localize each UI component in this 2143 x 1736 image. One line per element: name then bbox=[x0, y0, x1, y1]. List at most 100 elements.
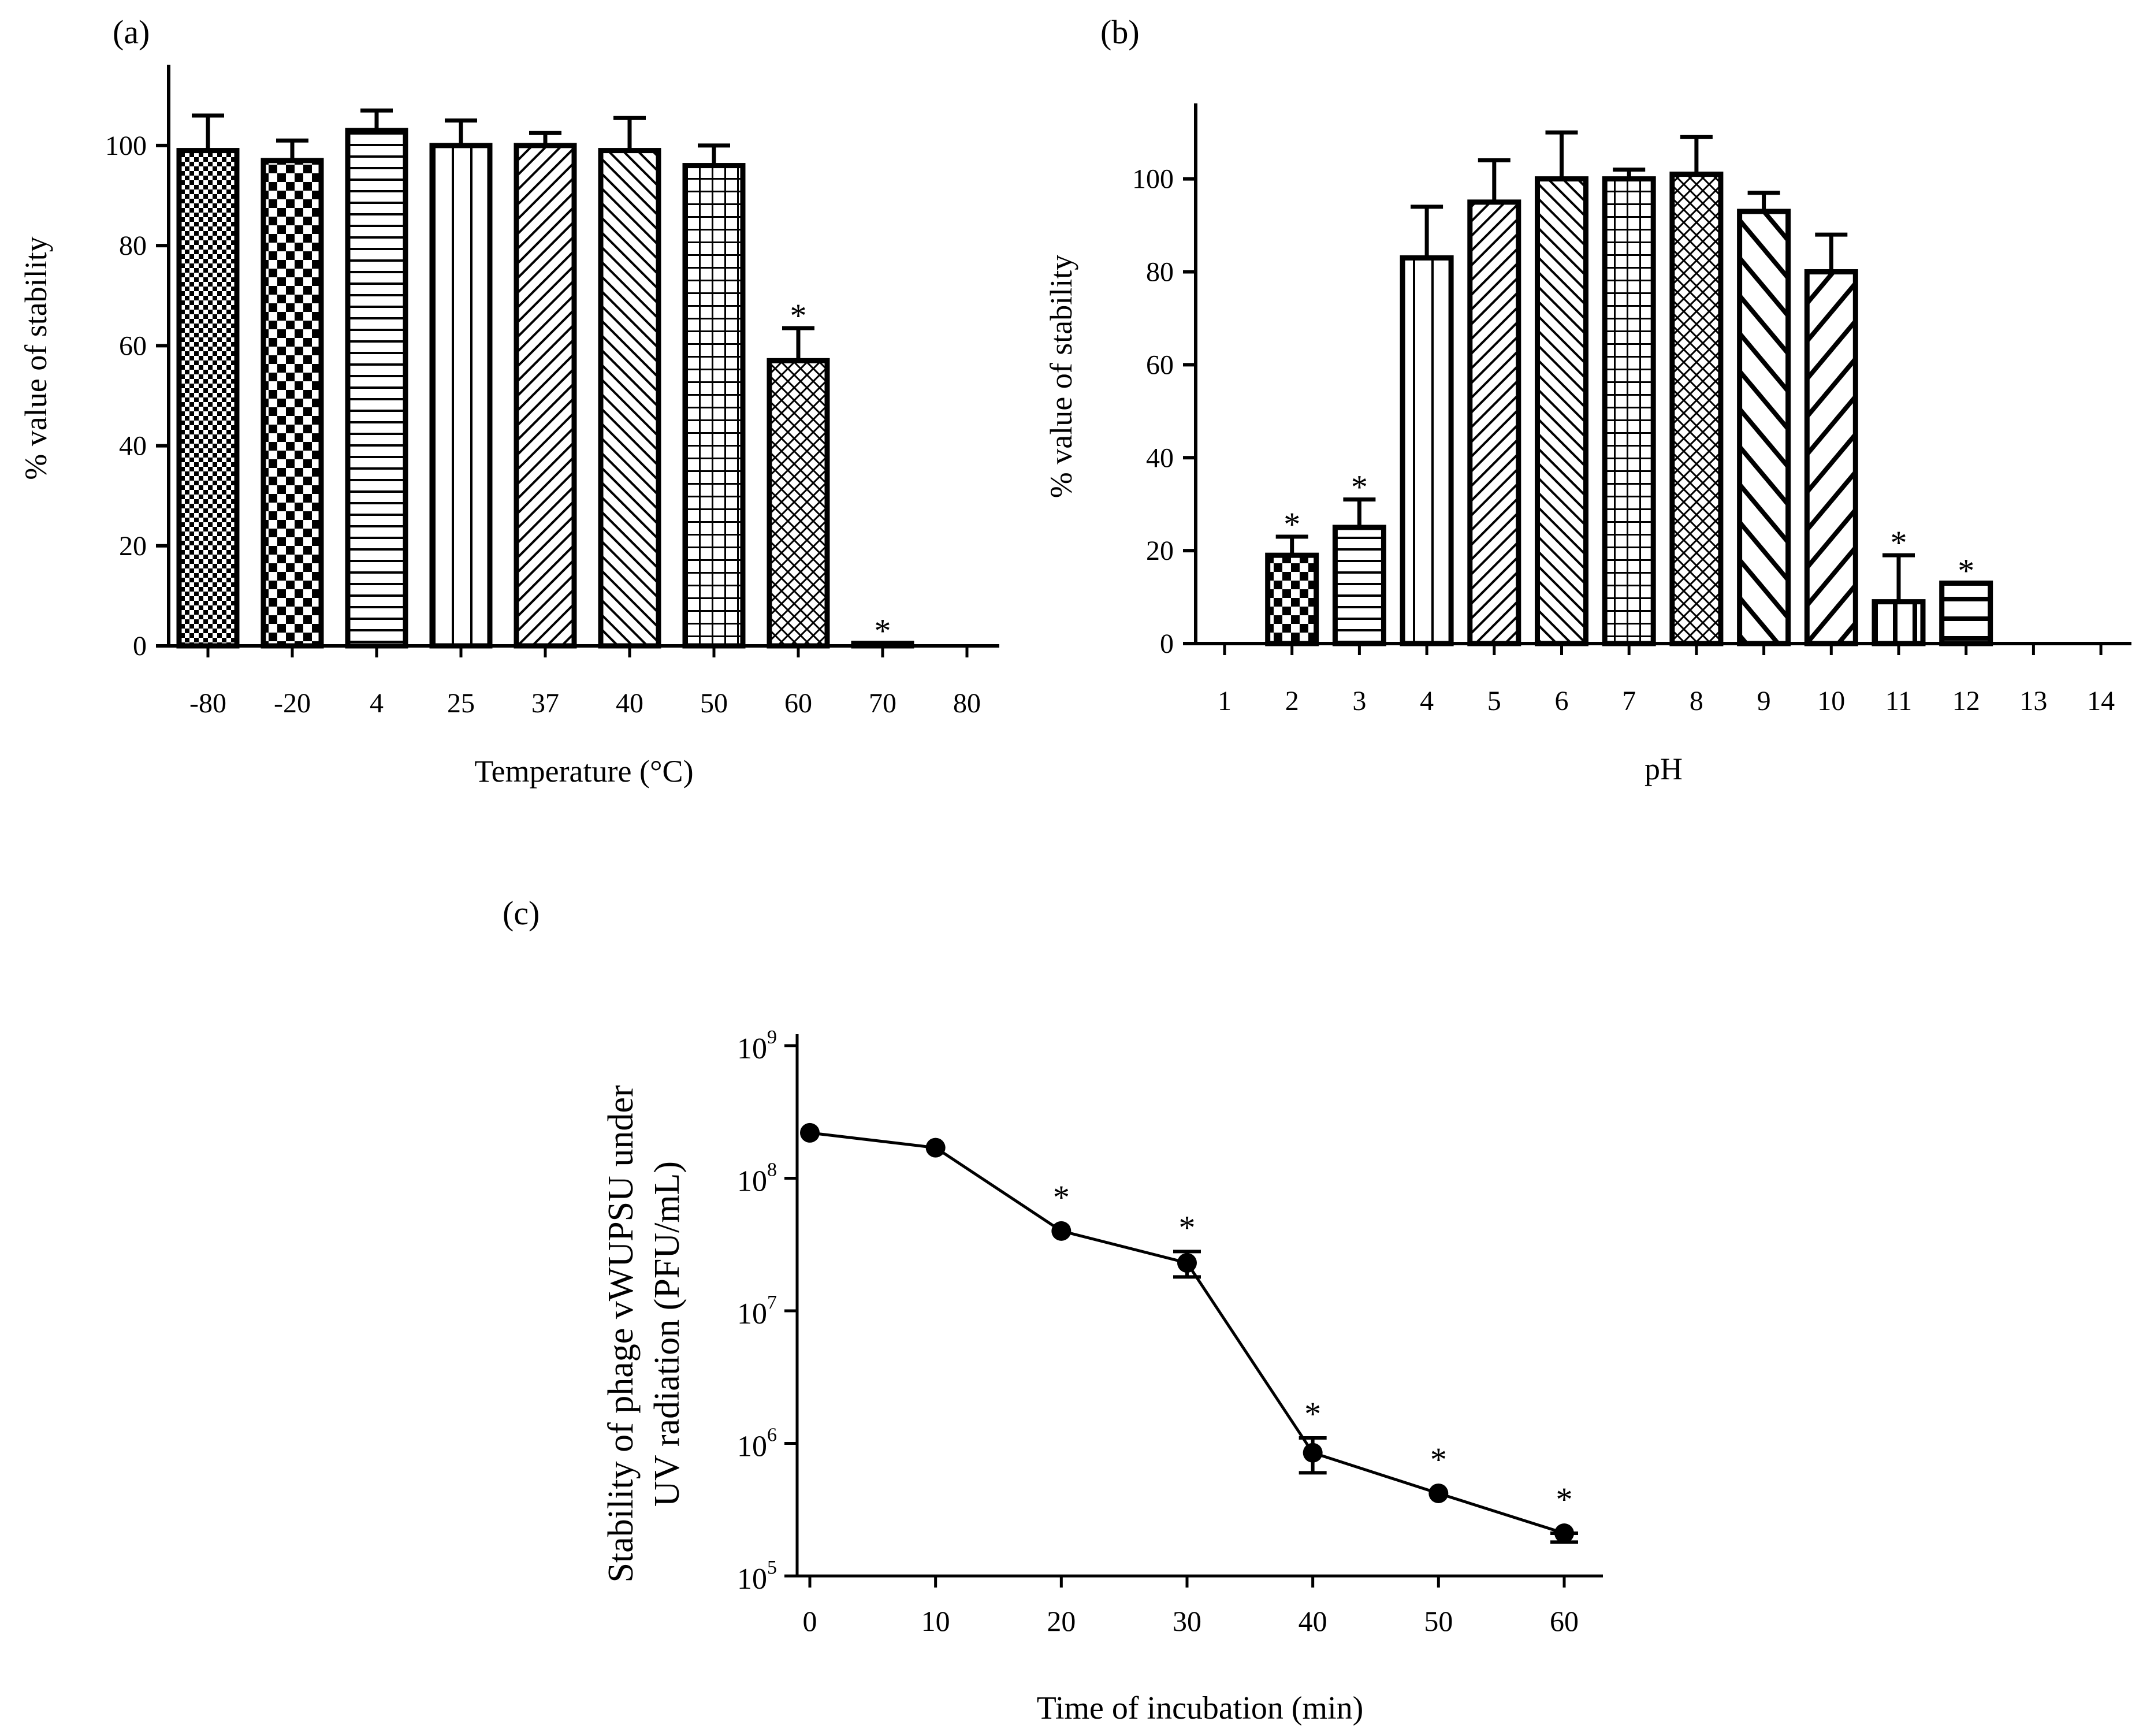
x-tick-label: 70 bbox=[869, 688, 896, 719]
y-axis-title-line1: Stability of phage vWUPSU under bbox=[601, 1085, 641, 1582]
x-tick-label: 40 bbox=[616, 688, 643, 719]
panel-b-label: (b) bbox=[1100, 13, 1140, 51]
x-tick-label: 13 bbox=[2019, 686, 2047, 716]
y-tick-label: 109 bbox=[737, 1027, 777, 1065]
x-tick-label: 60 bbox=[1550, 1605, 1579, 1637]
x-tick-label: 0 bbox=[803, 1605, 817, 1637]
y-axis-title-line2: UV radiation (PFU/mL) bbox=[648, 1161, 687, 1507]
x-tick-label: 2 bbox=[1285, 686, 1299, 716]
data-point bbox=[1428, 1483, 1449, 1503]
y-tick-label: 80 bbox=[1146, 257, 1174, 288]
panel-c-label: (c) bbox=[503, 894, 540, 932]
y-tick-label: 40 bbox=[119, 431, 147, 462]
x-tick-label: 8 bbox=[1690, 686, 1703, 716]
y-tick-base: 10 bbox=[737, 1298, 767, 1330]
y-tick-label: 0 bbox=[1160, 629, 1174, 659]
x-tick-label: 50 bbox=[700, 688, 728, 719]
bar bbox=[1872, 599, 1926, 646]
data-point bbox=[1177, 1252, 1197, 1273]
x-tick-label: -20 bbox=[274, 688, 311, 719]
x-tick-label: 11 bbox=[1885, 686, 1912, 716]
y-axis-title: % value of stability bbox=[18, 236, 53, 479]
x-tick-label: 60 bbox=[784, 688, 812, 719]
bar bbox=[1265, 552, 1319, 646]
x-tick-label: 50 bbox=[1424, 1605, 1453, 1637]
x-tick-label: 3 bbox=[1352, 686, 1366, 716]
bar bbox=[598, 148, 661, 649]
significance-marker: * bbox=[790, 297, 807, 334]
y-tick-label: 60 bbox=[119, 330, 147, 361]
series-line bbox=[809, 1131, 1565, 1535]
y-tick-base: 10 bbox=[737, 1430, 767, 1463]
x-tick-label: 4 bbox=[1420, 686, 1434, 716]
x-tick-label: 4 bbox=[370, 688, 384, 719]
y-tick-exponent: 6 bbox=[767, 1425, 777, 1446]
x-tick-label: 14 bbox=[2087, 686, 2115, 716]
x-tick-label: 9 bbox=[1757, 686, 1771, 716]
y-tick-exponent: 9 bbox=[767, 1027, 777, 1048]
data-point bbox=[1554, 1523, 1574, 1544]
bar bbox=[429, 143, 493, 649]
x-axis-title: pH bbox=[1645, 752, 1683, 786]
y-tick-exponent: 5 bbox=[767, 1557, 777, 1578]
x-tick-label: 7 bbox=[1622, 686, 1636, 716]
y-tick-base: 10 bbox=[737, 1032, 767, 1065]
significance-marker: * bbox=[1891, 524, 1907, 562]
y-tick-label: 0 bbox=[133, 631, 147, 661]
x-tick-label: 25 bbox=[447, 688, 475, 719]
significance-marker: * bbox=[1283, 505, 1300, 543]
y-tick-exponent: 8 bbox=[767, 1159, 777, 1181]
x-tick-label: 20 bbox=[1047, 1605, 1076, 1637]
significance-marker: * bbox=[1053, 1179, 1070, 1216]
bar bbox=[682, 163, 746, 649]
x-tick-label: 12 bbox=[1952, 686, 1980, 716]
y-tick-label: 100 bbox=[105, 131, 147, 161]
bar bbox=[514, 143, 577, 649]
y-tick-label: 105 bbox=[737, 1557, 777, 1596]
x-axis-title: Temperature (°C) bbox=[474, 754, 693, 789]
bar bbox=[1737, 209, 1791, 646]
bar bbox=[1332, 525, 1386, 646]
y-tick-label: 107 bbox=[737, 1292, 777, 1330]
y-tick-label: 20 bbox=[1146, 536, 1174, 566]
bar bbox=[851, 641, 914, 649]
bar bbox=[767, 358, 830, 649]
x-tick-label: 30 bbox=[1173, 1605, 1201, 1637]
y-tick-label: 106 bbox=[737, 1425, 777, 1463]
bar bbox=[1602, 176, 1656, 646]
x-tick-label: 37 bbox=[531, 688, 559, 719]
data-point bbox=[1303, 1443, 1323, 1463]
bar bbox=[1467, 199, 1521, 646]
bar bbox=[1939, 580, 1993, 646]
y-tick-label: 100 bbox=[1132, 164, 1174, 195]
y-tick-label: 80 bbox=[119, 231, 147, 261]
x-tick-label: -80 bbox=[189, 688, 226, 719]
y-tick-label: 108 bbox=[737, 1159, 777, 1198]
data-point bbox=[1051, 1221, 1072, 1241]
significance-marker: * bbox=[1179, 1209, 1196, 1246]
x-tick-label: 10 bbox=[1817, 686, 1845, 716]
significance-marker: * bbox=[875, 612, 891, 650]
bar bbox=[1669, 172, 1724, 646]
significance-marker: * bbox=[1556, 1481, 1573, 1518]
data-point bbox=[800, 1122, 820, 1143]
panel-a-label: (a) bbox=[113, 13, 150, 51]
significance-marker: * bbox=[1430, 1441, 1447, 1478]
x-tick-label: 10 bbox=[921, 1605, 950, 1637]
x-tick-label: 1 bbox=[1218, 686, 1232, 716]
bar bbox=[345, 128, 408, 649]
bar bbox=[261, 158, 324, 649]
y-tick-label: 60 bbox=[1146, 350, 1174, 380]
x-tick-label: 5 bbox=[1487, 686, 1501, 716]
y-axis-title: % value of stability bbox=[1044, 255, 1078, 498]
y-tick-base: 10 bbox=[737, 1165, 767, 1198]
bar bbox=[1535, 176, 1588, 646]
bar bbox=[1804, 269, 1858, 646]
significance-marker: * bbox=[1304, 1395, 1321, 1433]
x-axis-title: Time of incubation (min) bbox=[1037, 1690, 1364, 1726]
x-tick-label: 6 bbox=[1555, 686, 1569, 716]
chart-temperature-stability: 0 20 40 60 80 100 -80 -20 4 25 37 40 50 60 * 70 * 80 Tempe… bbox=[18, 65, 999, 789]
